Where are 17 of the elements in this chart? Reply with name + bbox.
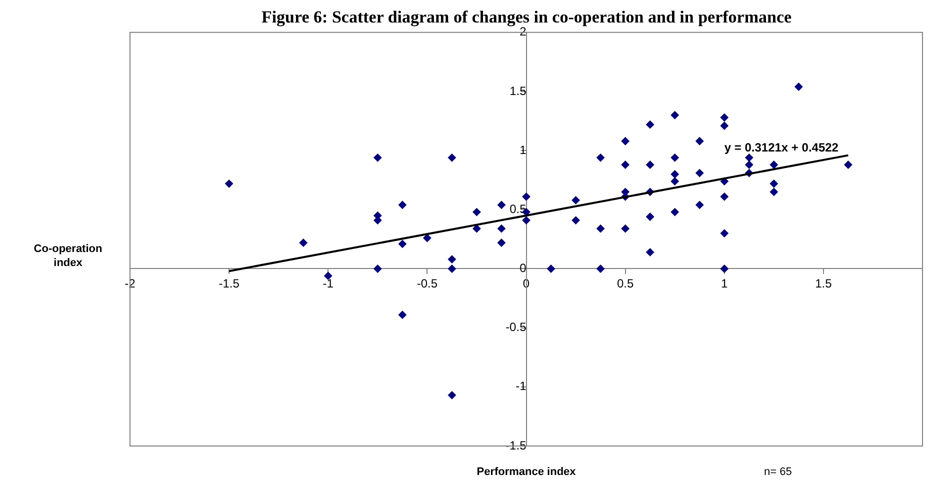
annotation: y = 0.3121x + 0.4522 xyxy=(724,140,839,155)
text: n= 65 xyxy=(764,466,792,478)
y-tick-label: 0 xyxy=(520,261,527,276)
y-axis-title: Co-operation index xyxy=(34,242,102,269)
x-tick-label: 1 xyxy=(721,276,728,290)
x-tick-label: 1.5 xyxy=(815,276,832,290)
chart-title: Figure 6: Scatter diagram of changes in co-operation and in performance xyxy=(261,8,792,27)
x-tick-label: -0.5 xyxy=(416,276,438,290)
y-tick-label: 1 xyxy=(520,142,527,157)
x-tick-label: 0.5 xyxy=(616,276,634,290)
y-tick-label: 2 xyxy=(520,24,527,39)
x-tick-label: -1.5 xyxy=(218,276,240,290)
x-axis-title: Performance index xyxy=(476,466,577,478)
y-tick-label: -0.5 xyxy=(506,320,527,334)
x-tick-label: -1 xyxy=(322,276,334,290)
y-tick-label: 1.5 xyxy=(510,84,527,98)
y-tick-label: -1 xyxy=(516,379,527,394)
